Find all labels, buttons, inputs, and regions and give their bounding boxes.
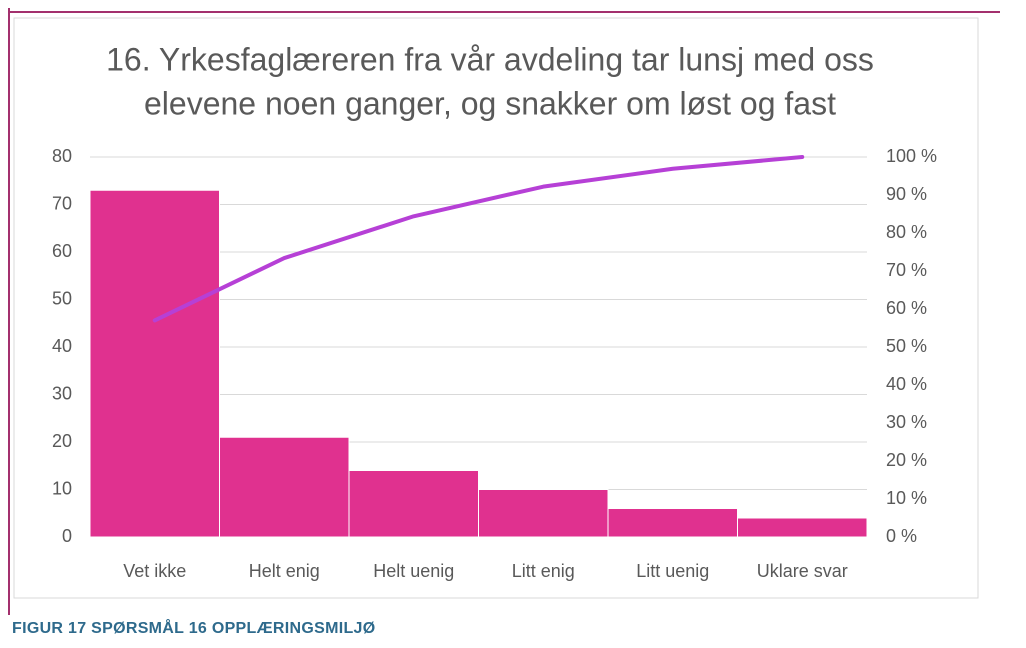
x-tick-label: Litt uenig bbox=[636, 561, 709, 581]
chart: 16. Yrkesfaglæreren fra vår avdeling tar… bbox=[8, 8, 1000, 615]
y2-tick-label: 90 % bbox=[886, 184, 927, 204]
y2-tick-label: 80 % bbox=[886, 222, 927, 242]
y-tick-label: 0 bbox=[62, 526, 72, 546]
bar bbox=[737, 517, 868, 538]
bar bbox=[219, 436, 350, 538]
y2-tick-label: 40 % bbox=[886, 374, 927, 394]
x-tick-label: Helt uenig bbox=[373, 561, 454, 581]
y-tick-label: 10 bbox=[52, 478, 72, 498]
y2-tick-label: 60 % bbox=[886, 298, 927, 318]
y-tick-label: 80 bbox=[52, 146, 72, 166]
y-tick-label: 30 bbox=[52, 383, 72, 403]
x-tick-label: Litt enig bbox=[512, 561, 575, 581]
y-tick-label: 70 bbox=[52, 193, 72, 213]
x-tick-label: Helt enig bbox=[249, 561, 320, 581]
caption: FIGUR 17 SPØRSMÅL 16 OPPLÆRINGSMILJØ bbox=[12, 620, 376, 637]
y-tick-label: 20 bbox=[52, 431, 72, 451]
y-tick-label: 50 bbox=[52, 288, 72, 308]
chart-title: elevene noen ganger, og snakker om løst … bbox=[144, 85, 836, 121]
bar bbox=[478, 489, 609, 538]
y-tick-label: 40 bbox=[52, 336, 72, 356]
y2-tick-label: 30 % bbox=[886, 412, 927, 432]
bar bbox=[348, 470, 479, 538]
x-tick-label: Vet ikke bbox=[123, 561, 186, 581]
chart-title: 16. Yrkesfaglæreren fra vår avdeling tar… bbox=[106, 41, 874, 77]
bar bbox=[607, 508, 738, 538]
y2-tick-label: 20 % bbox=[886, 450, 927, 470]
y-tick-label: 60 bbox=[52, 241, 72, 261]
y2-tick-label: 100 % bbox=[886, 146, 937, 166]
y2-tick-label: 70 % bbox=[886, 260, 927, 280]
y2-tick-label: 10 % bbox=[886, 488, 927, 508]
cumulative-line bbox=[152, 155, 805, 323]
x-tick-label: Uklare svar bbox=[757, 561, 848, 581]
y2-tick-label: 0 % bbox=[886, 526, 917, 546]
y2-tick-label: 50 % bbox=[886, 336, 927, 356]
bar bbox=[89, 189, 220, 538]
